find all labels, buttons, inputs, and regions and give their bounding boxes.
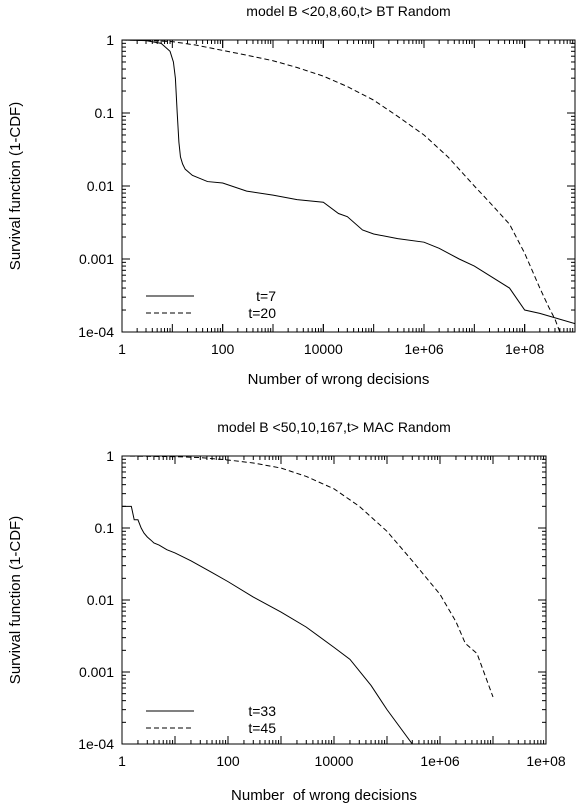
chart-panel-1: model B <20,8,60,t> BT Random 1 100 10000 1e… [7, 3, 576, 388]
x-tick-label: 100 [216, 753, 240, 769]
x-tick-label: 1e+06 [420, 753, 460, 769]
y-tick-label: 0.01 [87, 178, 114, 194]
series-line-t-33 [122, 505, 413, 744]
y-tick-label: 0.1 [95, 105, 115, 121]
x-tick-label: 10000 [304, 341, 343, 357]
legend-label: t=45 [248, 720, 276, 736]
x-tick-label: 1 [118, 753, 126, 769]
y-tick-label: 0.001 [79, 251, 114, 267]
x-tick-label: 100 [211, 341, 235, 357]
y-tick-label: 0.01 [87, 592, 114, 608]
x-axis-label: Number of wrong decisions [231, 787, 417, 804]
y-tick-label: 0.1 [95, 520, 115, 536]
x-axis-label: Number of wrong decisions [248, 371, 430, 388]
x-tick-label: 10000 [315, 753, 354, 769]
x-tick-label: 1e+08 [505, 341, 545, 357]
series-line-t-20 [122, 40, 561, 332]
plot-frame [121, 455, 547, 745]
y-tick-label: 0.001 [79, 664, 114, 680]
y-tick-label: 1 [106, 448, 114, 464]
legend-label: t=7 [256, 288, 276, 304]
y-tick-label: 1 [106, 32, 114, 48]
plot-frame [121, 39, 576, 333]
chart-title: model B <20,8,60,t> BT Random [246, 3, 450, 19]
series-line-t-7 [122, 40, 575, 325]
y-axis-label: Survival function (1-CDF) [7, 516, 24, 684]
x-tick-label: 1e+08 [526, 753, 566, 769]
y-axis-label: Survival function (1-CDF) [7, 102, 24, 270]
x-tick-label: 1e+06 [404, 341, 444, 357]
chart-title: model B <50,10,167,t> MAC Random [217, 419, 450, 435]
x-tick-label: 1 [118, 341, 126, 357]
chart-panel-2: model B <50,10,167,t> MAC Random 1 100 1000… [7, 419, 566, 804]
legend-label: t=33 [248, 703, 276, 719]
y-tick-label: 1e-04 [78, 324, 114, 340]
legend-label: t=20 [248, 305, 276, 321]
series-line-t-45 [122, 456, 494, 698]
y-tick-label: 1e-04 [78, 736, 114, 752]
